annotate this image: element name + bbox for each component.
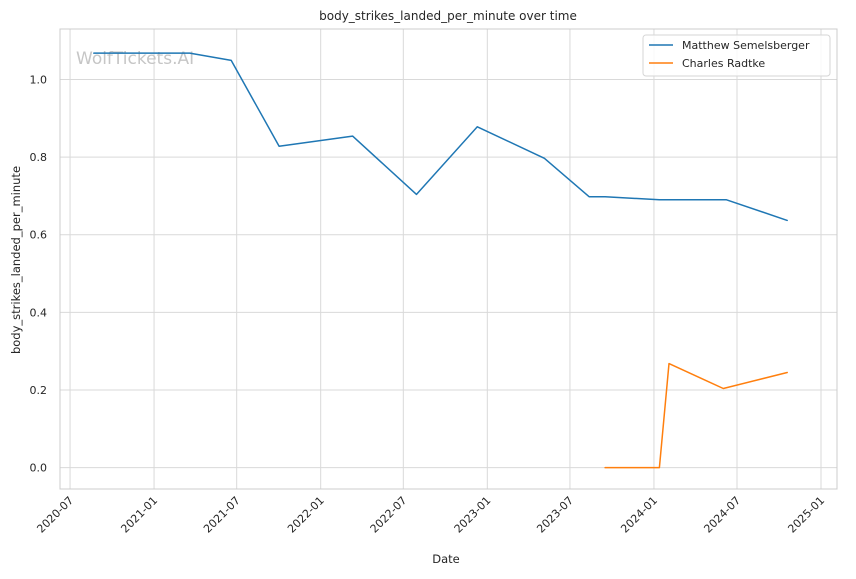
x-axis-title: Date <box>432 552 460 566</box>
legend-label-1: Charles Radtke <box>682 57 765 70</box>
y-tick-label: 0.0 <box>30 462 48 475</box>
chart-title: body_strikes_landed_per_minute over time <box>319 9 577 23</box>
y-tick-label: 0.2 <box>30 384 48 397</box>
y-tick-label: 0.4 <box>30 306 48 319</box>
y-axis-title: body_strikes_landed_per_minute <box>9 166 23 354</box>
watermark: WolfTickets.AI <box>76 49 194 69</box>
y-tick-label: 0.6 <box>30 229 48 242</box>
legend-label-0: Matthew Semelsberger <box>682 39 810 52</box>
series-line-1 <box>604 362 788 469</box>
y-tick-label: 1.0 <box>30 73 48 86</box>
legend: Matthew Semelsberger Charles Radtke <box>642 34 831 77</box>
y-tick-labels: 0.0 0.2 0.4 0.6 0.8 1.0 <box>30 73 48 474</box>
legend-box <box>642 34 831 77</box>
series-lines <box>93 52 788 469</box>
grid-lines <box>60 29 837 489</box>
plot-area-frame <box>59 28 838 490</box>
series-line-0 <box>93 52 788 222</box>
y-tick-label: 0.8 <box>30 151 48 164</box>
